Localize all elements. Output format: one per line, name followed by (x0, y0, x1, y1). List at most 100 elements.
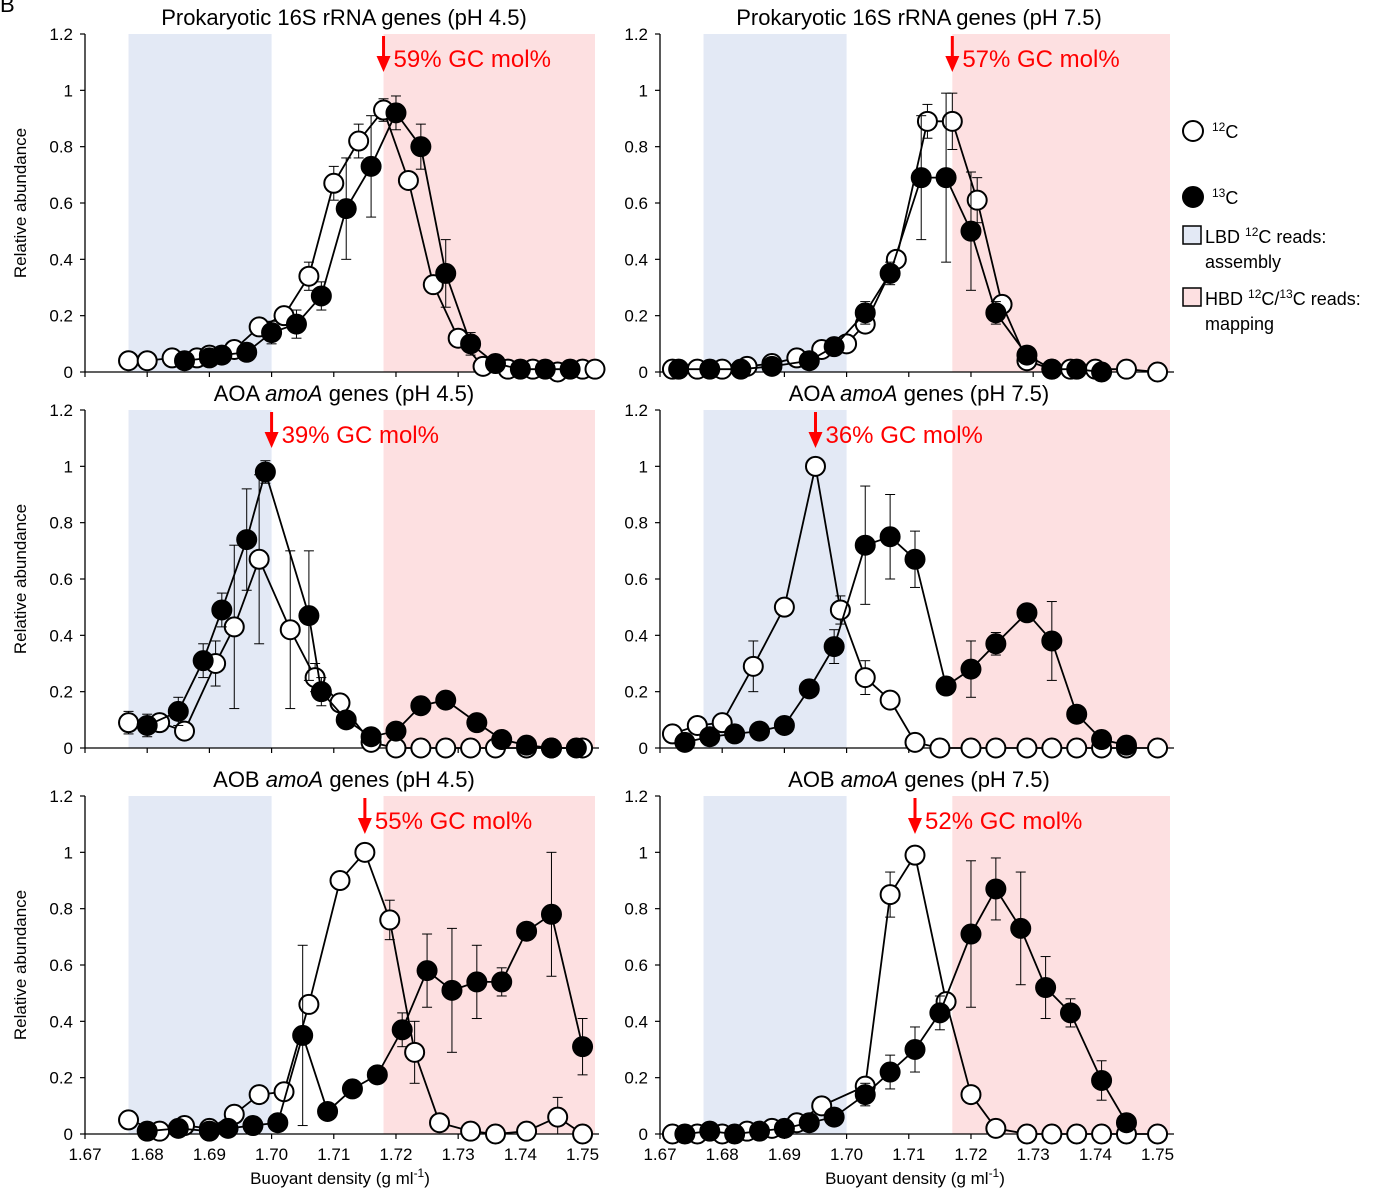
panel-label: B (0, 0, 15, 17)
data-point (916, 110, 938, 132)
data-point (854, 667, 876, 689)
y-tick-label: 1.2 (49, 401, 73, 420)
legend-lbd-line2: assembly (1205, 252, 1281, 272)
x-tick-label: 1.70 (830, 1145, 863, 1164)
y-axis-label: Relative abundance (11, 128, 30, 278)
data-point (223, 616, 245, 638)
data-point (773, 1117, 795, 1139)
y-tick-label: 0.4 (49, 1012, 73, 1031)
legend-lbd-line1: LBD 12C reads: (1205, 225, 1326, 247)
y-tick-label: 1.2 (624, 787, 648, 806)
data-point (236, 341, 258, 363)
data-point (397, 169, 419, 191)
hbd-region (383, 410, 595, 748)
x-tick-label: 1.71 (317, 1145, 350, 1164)
x-tick-label: 1.70 (255, 1145, 288, 1164)
data-point (466, 712, 488, 734)
y-tick-label: 1 (64, 457, 73, 476)
data-point (310, 285, 332, 307)
panel-5: 0 0.2 0.4 0.6 0.8 1 1.2 1.67 1.68 1.69 1.70 1.71 1.7… (11, 767, 599, 1188)
y-tick-label: 0.2 (624, 307, 648, 326)
data-point (559, 358, 581, 380)
data-point (699, 726, 721, 748)
data-point (1035, 977, 1057, 999)
legend: 12C 13C LBD 12C reads: assembly HBD 12C/… (1182, 120, 1361, 334)
series-13C (674, 857, 1137, 1145)
data-point (879, 262, 901, 284)
data-point (298, 605, 320, 627)
data-point (1059, 1002, 1081, 1024)
data-point (192, 650, 214, 672)
data-point (435, 262, 457, 284)
data-point (879, 1061, 901, 1083)
data-point (1091, 1123, 1113, 1145)
lbd-region (128, 34, 272, 372)
y-tick-label: 0.6 (49, 570, 73, 589)
data-point (854, 302, 876, 324)
data-point (798, 1112, 820, 1134)
y-tick-label: 0.2 (49, 1069, 73, 1088)
data-point (674, 1123, 696, 1145)
y-tick-label: 0 (64, 363, 73, 382)
data-point (516, 1120, 538, 1142)
data-point (1115, 734, 1137, 756)
legend-hbd-line2: mapping (1205, 314, 1274, 334)
data-point (211, 599, 233, 621)
y-tick-label: 0.8 (624, 138, 648, 157)
series-13C (674, 485, 1137, 756)
data-point (385, 720, 407, 742)
y-tick-label: 0.2 (49, 683, 73, 702)
data-point (298, 265, 320, 287)
y-tick-label: 1 (639, 457, 648, 476)
x-tick-label: 1.68 (706, 1145, 739, 1164)
y-tick-label: 0.4 (49, 626, 73, 645)
y-tick-label: 0 (64, 739, 73, 758)
data-point (348, 130, 370, 152)
data-point (668, 358, 690, 380)
x-axis-label: Buoyant density (g ml-1) (825, 1166, 1005, 1188)
legend-13c-sup: 13 (1212, 186, 1226, 200)
data-point (1016, 737, 1038, 759)
y-tick-label: 0 (639, 363, 648, 382)
series-13C (668, 92, 1113, 383)
panels: 0 0.2 0.4 0.6 0.8 1 1.2 Prokaryotic 16S rRNA ge… (11, 5, 1174, 1188)
data-point (484, 353, 506, 375)
data-point (1091, 729, 1113, 751)
gc-arrow-head (357, 818, 372, 834)
data-point (985, 878, 1007, 900)
x-tick-label: 1.74 (504, 1145, 537, 1164)
gc-arrow-head (264, 432, 279, 448)
x-tick-label: 1.74 (1079, 1145, 1112, 1164)
gc-arrow-head (945, 56, 960, 72)
gc-annotation: 55% GC mol% (375, 808, 532, 835)
data-point (435, 737, 457, 759)
data-point (429, 1112, 451, 1134)
data-point (749, 720, 771, 742)
data-point (823, 1106, 845, 1128)
data-point (540, 903, 562, 925)
y-tick-label: 0.8 (624, 514, 648, 533)
data-point (929, 737, 951, 759)
hbd-region (952, 410, 1170, 748)
data-point (1041, 737, 1063, 759)
data-point (248, 1084, 270, 1106)
panel-2: 0 0.2 0.4 0.6 0.8 1 1.2 Prokaryotic 16S rRNA ge… (624, 5, 1174, 383)
panel-title: Prokaryotic 16S rRNA genes (pH 4.5) (161, 5, 527, 30)
data-point (966, 189, 988, 211)
data-point (699, 358, 721, 380)
data-point (879, 884, 901, 906)
data-point (136, 350, 158, 372)
gc-annotation: 36% GC mol% (825, 422, 982, 449)
data-point (410, 737, 432, 759)
data-point (798, 678, 820, 700)
data-point (935, 167, 957, 189)
data-point (460, 1120, 482, 1142)
panel-title: AOB amoA genes (pH 4.5) (213, 767, 475, 792)
y-tick-label: 0.8 (49, 138, 73, 157)
data-point (854, 534, 876, 556)
y-axis-label: Relative abundance (11, 890, 30, 1040)
data-point (829, 599, 851, 621)
legend-12c-label: 12C (1212, 120, 1238, 142)
data-point (261, 322, 283, 344)
y-tick-label: 1.2 (49, 25, 73, 44)
